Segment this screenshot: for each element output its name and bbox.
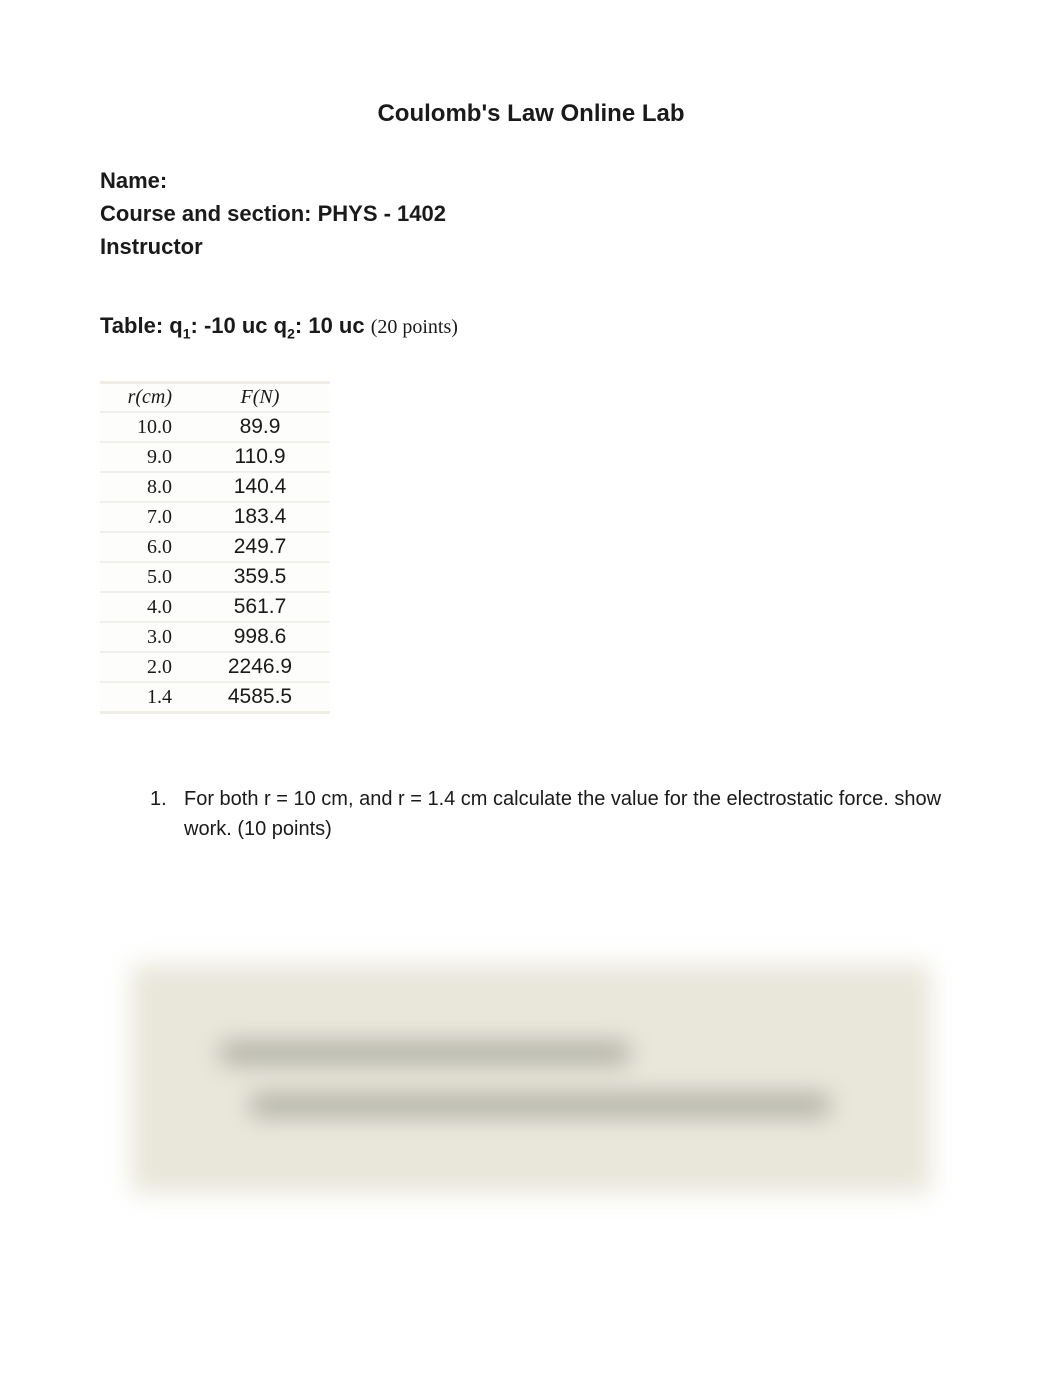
table-row: 4.0 561.7 [100, 592, 330, 622]
document-title: Coulomb's Law Online Lab [100, 100, 962, 128]
table-caption: Table: q1: -10 uc q2: 10 uc (20 points) [100, 313, 962, 341]
cell-f: 561.7 [190, 592, 330, 622]
instructor-label: Instructor [100, 230, 962, 263]
caption-prefix: Table: q [100, 313, 183, 338]
blurred-line [221, 1042, 629, 1064]
cell-f: 89.9 [190, 412, 330, 442]
cell-r: 5.0 [100, 562, 190, 592]
cell-f: 998.6 [190, 622, 330, 652]
table-row: 10.0 89.9 [100, 412, 330, 442]
cell-r: 1.4 [100, 682, 190, 713]
data-table: r(cm) F(N) 10.0 89.9 9.0 110.9 8.0 140.4… [100, 381, 330, 714]
caption-sub1: 1 [183, 325, 191, 341]
cell-r: 6.0 [100, 532, 190, 562]
blurred-work-area [131, 964, 931, 1194]
question-text: For both r = 10 cm, and r = 1.4 cm calcu… [184, 784, 962, 844]
table-row: 6.0 249.7 [100, 532, 330, 562]
caption-points: (20 points) [371, 316, 458, 338]
table-row: 5.0 359.5 [100, 562, 330, 592]
table-row: 9.0 110.9 [100, 442, 330, 472]
caption-mid2: : 10 uc [295, 313, 371, 338]
blurred-line [251, 1094, 829, 1116]
table-row: 2.0 2246.9 [100, 652, 330, 682]
cell-f: 249.7 [190, 532, 330, 562]
cell-f: 110.9 [190, 442, 330, 472]
header-r: r(cm) [100, 383, 190, 413]
cell-r: 7.0 [100, 502, 190, 532]
table-row: 7.0 183.4 [100, 502, 330, 532]
table-row: 3.0 998.6 [100, 622, 330, 652]
table-header-row: r(cm) F(N) [100, 383, 330, 413]
cell-r: 4.0 [100, 592, 190, 622]
question-number: 1. [150, 784, 184, 844]
cell-r: 2.0 [100, 652, 190, 682]
cell-f: 4585.5 [190, 682, 330, 713]
table-row: 8.0 140.4 [100, 472, 330, 502]
name-label: Name: [100, 164, 962, 197]
cell-r: 3.0 [100, 622, 190, 652]
cell-r: 8.0 [100, 472, 190, 502]
meta-block: Name: Course and section: PHYS - 1402 In… [100, 164, 962, 263]
lab-document-page: Coulomb's Law Online Lab Name: Course an… [0, 0, 1062, 1377]
caption-mid1: : -10 uc q [191, 313, 288, 338]
cell-f: 183.4 [190, 502, 330, 532]
cell-f: 359.5 [190, 562, 330, 592]
cell-f: 2246.9 [190, 652, 330, 682]
cell-r: 9.0 [100, 442, 190, 472]
header-f: F(N) [190, 383, 330, 413]
question-block: 1. For both r = 10 cm, and r = 1.4 cm ca… [150, 784, 962, 844]
caption-sub2: 2 [287, 325, 295, 341]
data-table-wrap: r(cm) F(N) 10.0 89.9 9.0 110.9 8.0 140.4… [100, 381, 330, 714]
cell-f: 140.4 [190, 472, 330, 502]
cell-r: 10.0 [100, 412, 190, 442]
course-section-label: Course and section: PHYS - 1402 [100, 197, 962, 230]
table-row: 1.4 4585.5 [100, 682, 330, 713]
